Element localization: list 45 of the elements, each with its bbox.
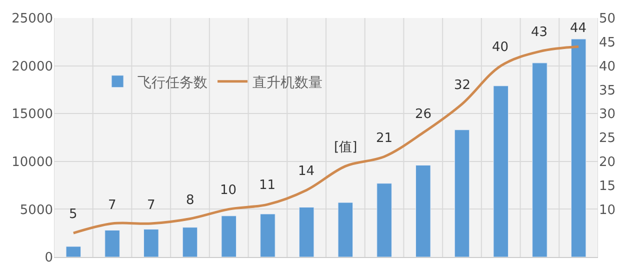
y-tick-label: 25000 <box>12 12 53 27</box>
bar <box>570 38 586 257</box>
data-label: 11 <box>259 178 276 193</box>
data-label: 10 <box>220 183 237 198</box>
data-label: 5 <box>69 207 78 222</box>
bar <box>104 230 120 257</box>
data-label: 26 <box>415 107 432 122</box>
bar <box>338 202 354 257</box>
data-label: 44 <box>570 21 587 36</box>
bar <box>144 229 159 257</box>
y2-tick-label: 15 <box>599 178 616 194</box>
y-tick-label: 20000 <box>12 59 53 74</box>
y2-tick-label: 50 <box>599 12 616 27</box>
data-label: 21 <box>376 131 393 146</box>
legend-label: 飞行任务数 <box>138 74 208 91</box>
y2-tick-label: 45 <box>599 35 616 50</box>
data-label: 7 <box>108 198 116 213</box>
bar <box>416 164 431 257</box>
bar <box>532 62 548 257</box>
y2-tick-label: 35 <box>599 83 616 98</box>
bar <box>260 214 276 257</box>
y-tick-label: 5000 <box>20 202 53 218</box>
data-label: 7 <box>147 198 156 213</box>
data-label: 8 <box>186 193 194 208</box>
y-tick-label: 0 <box>44 250 53 266</box>
legend-label: 直升机数量 <box>252 74 323 91</box>
bar <box>298 207 314 257</box>
y2-tick-label: 20 <box>599 154 616 170</box>
y2-tick-label: 10 <box>599 202 616 218</box>
data-label: 40 <box>492 40 509 55</box>
y-tick-label: 10000 <box>12 154 53 170</box>
bar <box>182 227 198 257</box>
bar <box>454 130 470 257</box>
y-tick-label: 15000 <box>12 107 53 122</box>
bar <box>376 183 392 257</box>
data-label: 43 <box>531 25 548 40</box>
y2-tick-label: 30 <box>599 107 616 122</box>
y2-tick-label: 40 <box>599 59 616 74</box>
bar <box>221 216 236 257</box>
y2-tick-label: 25 <box>599 131 616 146</box>
data-label: 14 <box>298 164 315 179</box>
bar <box>66 246 82 257</box>
data-label: 32 <box>454 78 471 93</box>
data-label: [值] <box>334 140 358 155</box>
bar <box>493 86 508 257</box>
